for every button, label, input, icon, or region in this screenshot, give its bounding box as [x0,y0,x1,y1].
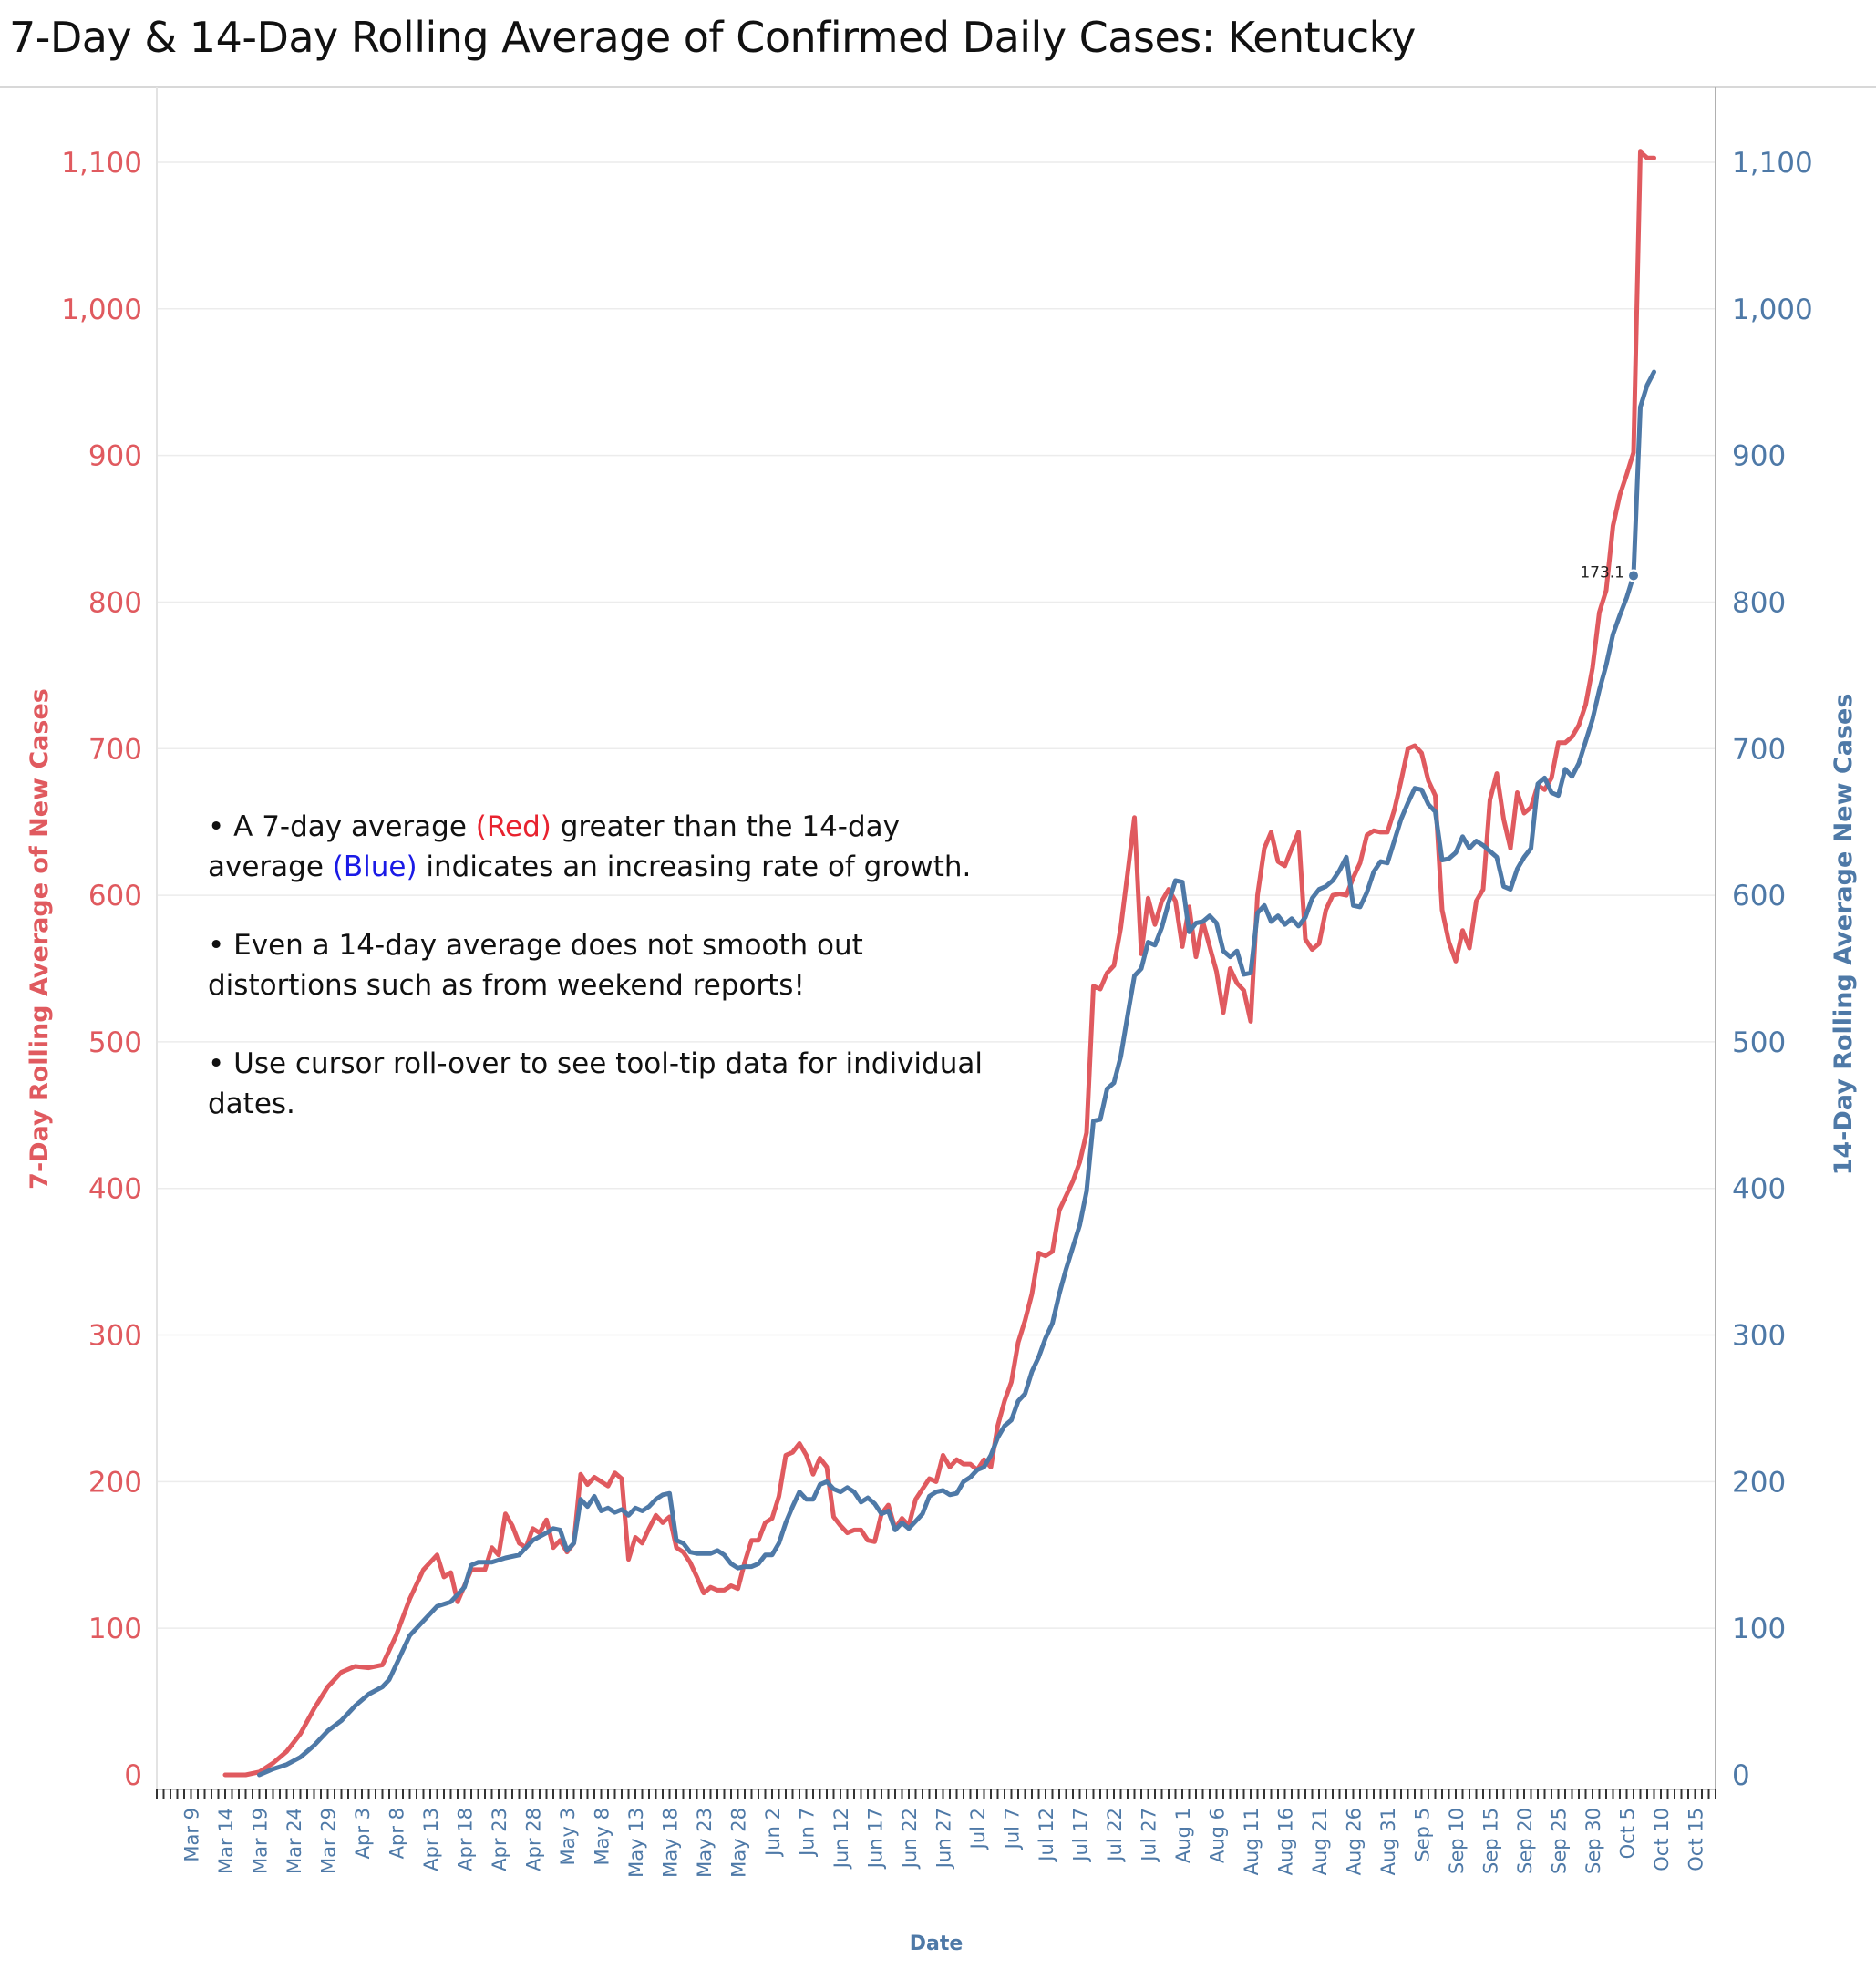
annotation-value-label: 173.1 [1580,563,1624,582]
y-tick-right: 600 [1732,880,1786,912]
y-tick-left: 1,100 [61,147,142,180]
x-tick-label: Jul 2 [967,1808,989,1850]
point-annotation: 173.1 [1580,563,1640,582]
x-tick-label: Oct 5 [1617,1808,1639,1859]
x-tick-label: Sep 20 [1514,1808,1536,1874]
y-tick-left: 200 [88,1466,142,1499]
chart-title: 7-Day & 14-Day Rolling Average of Confir… [9,13,1416,62]
left-axis-ticks: 0 100 200 300 400 500 600 700 800 900 1,000 1,100 [61,147,142,1792]
y-tick-right: 900 [1732,440,1786,473]
annotation-growth-end: indicates an increasing rate of growth. [417,850,972,883]
x-tick-label: Aug 16 [1275,1808,1297,1875]
x-tick-label: Aug 1 [1172,1808,1194,1863]
annotation-tooltip: • Use cursor roll-over to see tool-tip d… [208,1047,983,1120]
y-tick-right: 500 [1732,1026,1786,1059]
annotation-marker [1627,569,1640,582]
annotation-red-label: (Red) [475,810,551,843]
annotation-distortions: • Even a 14-day average does not smooth … [208,929,863,1002]
series-lines [222,149,1656,1778]
series-line-14-day [257,369,1656,1778]
y-tick-left: 800 [88,586,142,619]
x-tick-label: Mar 29 [318,1808,340,1874]
x-tick-label: Jun 7 [797,1808,819,1858]
x-tick-label: Mar 14 [215,1808,237,1874]
x-tick-label: Jun 27 [933,1808,955,1870]
x-tick-label: May 23 [694,1808,716,1878]
x-tick-label: Jul 17 [1070,1808,1092,1863]
y-axis-label-left: 7-Day Rolling Average of New Cases [26,688,54,1190]
y-tick-left: 900 [88,440,142,473]
y-tick-right: 0 [1732,1759,1750,1792]
x-tick-label: Aug 31 [1377,1808,1399,1875]
y-tick-left: 600 [88,880,142,912]
x-tick-label: Jun 12 [830,1808,852,1870]
x-tick-label: Mar 9 [181,1808,203,1862]
x-tick-label: Jul 27 [1139,1808,1160,1863]
x-tick-label: Jun 17 [865,1808,887,1870]
x-tick-label: Aug 26 [1344,1808,1366,1875]
x-tick-label: Apr 18 [455,1808,477,1871]
x-tick-label: May 3 [557,1808,579,1865]
x-tick-label: Aug 21 [1309,1808,1331,1875]
x-tick-label: Sep 10 [1446,1808,1468,1874]
x-tick-label: Apr 28 [523,1808,545,1871]
x-tick-label: Sep 25 [1549,1808,1571,1874]
y-tick-right: 400 [1732,1173,1786,1206]
y-tick-left: 300 [88,1320,142,1353]
x-tick-label: Apr 3 [352,1808,374,1859]
y-tick-left: 1,000 [61,294,142,326]
right-axis-ticks: 0 100 200 300 400 500 600 700 800 900 1,000 1,100 [1732,147,1813,1792]
x-tick-label: Apr 23 [489,1808,510,1871]
x-tick-label: Jul 12 [1036,1808,1057,1863]
x-tick-label: Sep 5 [1412,1808,1434,1862]
y-tick-right: 1,000 [1732,294,1813,326]
annotation-growth-start: • A 7-day average [208,810,476,843]
x-tick-label: May 18 [660,1808,682,1878]
x-tick-label: Apr 13 [420,1808,442,1871]
y-tick-left: 400 [88,1173,142,1206]
x-tick-label: May 28 [728,1808,750,1878]
annotation-growth-mid: greater than the 14-day average [208,810,901,883]
y-tick-right: 700 [1732,733,1786,766]
y-axis-label-right: 14-Day Rolling Average New Cases [1830,694,1858,1176]
x-tick-label: Mar 19 [250,1808,272,1874]
x-tick-label: Oct 15 [1685,1808,1707,1871]
x-tick-label: Aug 11 [1241,1808,1263,1875]
x-tick-label: May 13 [625,1808,647,1878]
x-axis-minor-ticks [156,1789,1716,1799]
x-tick-label: Jun 2 [762,1808,784,1858]
x-tick-label: Jul 22 [1104,1808,1126,1863]
y-tick-left: 0 [124,1759,142,1792]
annotation-growth: • A 7-day average (Red) greater than the… [208,807,1010,887]
x-tick-label: Oct 10 [1651,1808,1673,1871]
y-tick-left: 500 [88,1026,142,1059]
y-tick-right: 1,100 [1732,147,1813,180]
annotation-text-box: • A 7-day average (Red) greater than the… [208,807,1010,1162]
x-tick-label: Mar 24 [283,1808,305,1874]
x-axis-label: Date [910,1933,964,1955]
y-tick-right: 100 [1732,1613,1786,1645]
y-tick-right: 300 [1732,1320,1786,1353]
y-tick-left: 100 [88,1613,142,1645]
x-tick-label: Jul 7 [1002,1808,1024,1850]
x-tick-label: Sep 15 [1480,1808,1502,1874]
x-axis-tick-labels: Mar 9 Mar 14 Mar 19 Mar 24 Mar 29 Apr 3 Apr 8 A… [181,1808,1707,1878]
y-tick-right: 200 [1732,1466,1786,1499]
y-tick-left: 700 [88,733,142,766]
x-tick-label: May 8 [592,1808,613,1865]
y-tick-right: 800 [1732,586,1786,619]
x-tick-label: Jun 22 [899,1808,921,1870]
x-tick-label: Sep 30 [1582,1808,1604,1874]
annotation-blue-label: (Blue) [332,850,417,883]
x-tick-label: Apr 8 [387,1808,408,1859]
x-tick-label: Aug 6 [1207,1808,1229,1863]
